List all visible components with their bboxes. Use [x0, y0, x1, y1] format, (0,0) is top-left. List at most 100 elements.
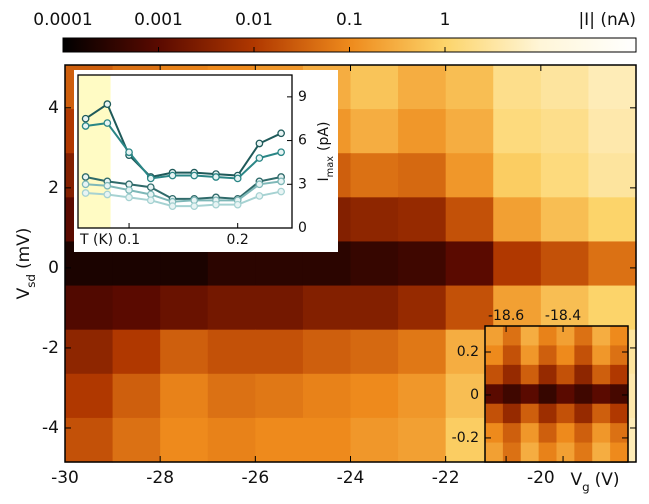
series-marker	[146, 174, 155, 183]
heatmap-cell	[592, 345, 611, 366]
heatmap-cell	[538, 442, 558, 463]
heatmap-cell	[65, 329, 114, 375]
y-tick-label: 0	[470, 387, 479, 403]
heatmap-cell	[493, 109, 542, 154]
inset-background	[74, 70, 338, 252]
heatmap-cell	[556, 326, 575, 347]
heatmap-cell	[207, 329, 256, 375]
series-marker	[212, 173, 220, 181]
heatmap-cell	[610, 442, 629, 463]
series-marker	[146, 183, 155, 192]
heatmap-cell	[350, 153, 399, 198]
heatmap-cell	[588, 109, 637, 154]
colorbar-tick-label: 0.001	[134, 10, 183, 30]
heatmap-cell	[538, 403, 558, 424]
heatmap-cell	[398, 65, 447, 110]
heatmap-cell	[398, 329, 447, 375]
heatmap-cell	[398, 153, 447, 198]
heatmap-cell	[588, 65, 637, 110]
heatmap-cell	[556, 384, 575, 405]
heatmap-cell	[592, 423, 611, 444]
heatmap-cell	[610, 364, 629, 385]
heatmap-cell	[350, 197, 399, 243]
heatmap-cell	[540, 285, 590, 331]
inset-frame	[77, 74, 293, 229]
heatmap-cell	[445, 109, 494, 154]
axis-label: Imax (pA)	[316, 122, 336, 182]
heatmap-cell	[302, 417, 352, 463]
series-marker	[81, 180, 90, 189]
series-marker	[277, 187, 285, 196]
series-marker	[255, 192, 264, 200]
heatmap-cell	[302, 373, 352, 419]
heatmap-cell	[255, 373, 304, 419]
series-marker	[81, 114, 90, 123]
x-tick-label: -30	[51, 468, 79, 488]
heatmap-cell	[520, 423, 540, 444]
y-tick-label: 0.2	[457, 344, 479, 360]
heatmap-cell	[540, 65, 590, 110]
heatmap-cell	[160, 329, 209, 375]
heatmap-cell	[398, 285, 447, 331]
heatmap-cell	[207, 285, 256, 331]
heatmap-cell	[610, 326, 629, 347]
axis-label: Vg (V)	[570, 470, 619, 494]
heatmap-cell	[540, 197, 590, 243]
heatmap-cell	[502, 345, 522, 366]
heatmap-cell	[350, 285, 399, 331]
y-tick-label: 0	[48, 258, 59, 278]
heatmap-cell	[255, 285, 304, 331]
series-marker	[277, 177, 285, 186]
heatmap-cell	[493, 197, 542, 243]
x-tick-label: 0.2	[227, 232, 249, 248]
axis-label-main: I	[316, 177, 332, 181]
heatmap-cell	[592, 384, 611, 405]
heatmap-cell	[538, 364, 558, 385]
series-marker	[125, 186, 133, 194]
heatmap-cell	[302, 329, 352, 375]
heatmap-cell	[538, 326, 558, 347]
heatmap-cell	[540, 241, 590, 287]
series-marker	[168, 171, 177, 180]
heatmap-cell	[112, 329, 161, 375]
y-tick-label: -4	[42, 418, 59, 438]
heatmap-cell	[112, 285, 161, 331]
heatmap-cell	[350, 417, 399, 463]
heatmap-cell	[556, 345, 575, 366]
heatmap-cell	[574, 442, 593, 463]
series-marker	[168, 202, 177, 210]
series-marker	[190, 202, 199, 210]
heatmap-cell	[485, 326, 504, 347]
series-marker	[103, 181, 112, 190]
series-marker	[277, 148, 285, 157]
axis-label-sub: sd	[24, 274, 38, 288]
x-tick-label: -26	[241, 468, 269, 488]
series-marker	[190, 171, 199, 180]
shaded-region	[78, 75, 111, 228]
heatmap-cell	[485, 423, 504, 444]
heatmap-cell	[520, 364, 540, 385]
heatmap-cell	[520, 403, 540, 424]
axis-label-main: V	[570, 470, 582, 490]
heatmap-cell	[588, 197, 637, 243]
heatmap-cell	[445, 153, 494, 198]
heatmap-cell	[588, 241, 637, 287]
axis-label-sub: max	[325, 156, 336, 178]
y-tick-label: 9	[298, 89, 307, 105]
series-marker	[103, 100, 112, 108]
series-marker	[233, 200, 242, 209]
heatmap-cell	[255, 417, 304, 463]
heatmap-cell	[592, 326, 611, 347]
heatmap-cell	[538, 345, 558, 366]
heatmap-cell	[302, 285, 352, 331]
heatmap-cell	[207, 417, 256, 463]
y-tick-label: 2	[48, 178, 59, 198]
series-marker	[125, 193, 133, 202]
heatmap-cell	[350, 241, 399, 287]
series-line	[85, 180, 282, 203]
series-line	[85, 176, 282, 200]
heatmap-cell	[610, 345, 629, 366]
heatmap-cell	[502, 364, 522, 385]
axis-label-unit: (V)	[595, 470, 620, 490]
heatmap-cell	[592, 364, 611, 385]
